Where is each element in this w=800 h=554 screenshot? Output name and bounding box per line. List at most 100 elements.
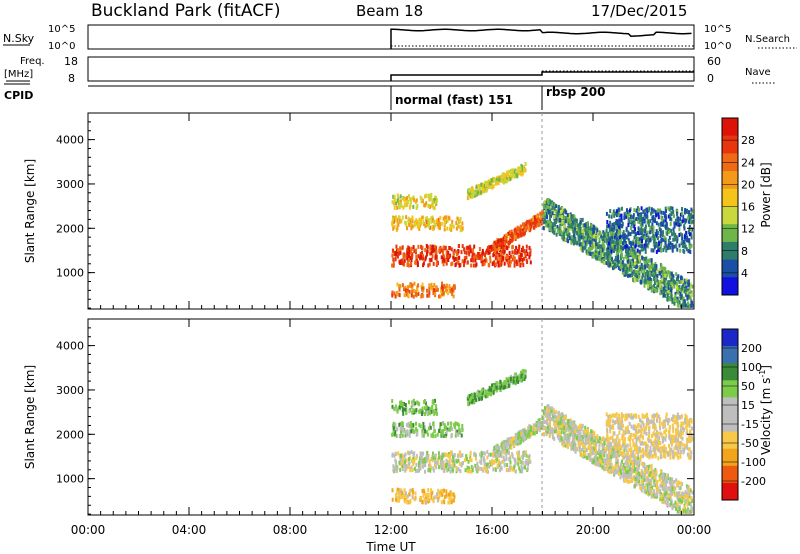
- power-scatter-cell: [648, 237, 651, 242]
- power-scatter-cell: [484, 253, 486, 258]
- velocity-scatter-cell: [398, 460, 401, 465]
- power-scatter-cell: [431, 254, 434, 259]
- velocity-scatter-cell: [425, 454, 428, 459]
- velocity-scatter-cell: [426, 405, 428, 410]
- velocity-scatter-cell: [514, 372, 517, 377]
- power-scatter-cell: [553, 228, 556, 232]
- power-scatter-cell: [666, 297, 669, 302]
- power-scatter-cell: [473, 252, 476, 257]
- power-scatter-cell: [611, 212, 614, 217]
- power-scatter-cell: [617, 207, 620, 212]
- power-scatter-cell: [471, 194, 474, 199]
- power-scatter-cell: [481, 262, 484, 267]
- velocity-scatter-cell: [576, 447, 578, 452]
- velocity-scatter-cell: [426, 450, 429, 455]
- power-scatter-cell: [559, 214, 562, 219]
- velocity-scatter-cell: [537, 425, 540, 430]
- velocity-scatter-cell: [457, 467, 460, 472]
- power-scatter-cell: [593, 225, 596, 230]
- velocity-scatter-cell: [391, 404, 394, 409]
- power-scatter-cell: [457, 249, 460, 254]
- power-scatter-cell: [680, 288, 682, 293]
- power-scatter-cell: [446, 226, 449, 231]
- power-scatter-cell: [632, 220, 635, 225]
- power-scatter-cell: [611, 227, 614, 232]
- power-scatter-cell: [614, 234, 616, 239]
- velocity-scatter-cell: [396, 466, 399, 471]
- power-scatter-cell: [403, 198, 406, 203]
- power-scatter-cell: [620, 240, 622, 244]
- power-scatter-cell: [660, 248, 663, 253]
- power-scatter-cell: [538, 222, 541, 227]
- velocity-scatter-cell: [576, 429, 578, 434]
- power-scatter-cell: [640, 280, 643, 285]
- velocity-scatter-cell: [514, 458, 517, 463]
- velocity-scatter-cell: [503, 440, 506, 445]
- velocity-scatter-cell: [457, 458, 460, 463]
- power-scatter-cell: [507, 231, 510, 236]
- power-scatter-cell: [654, 209, 657, 214]
- velocity-scatter-cell: [532, 426, 535, 431]
- power-colorbar-tick-label: 4: [741, 267, 748, 280]
- velocity-scatter-cell: [525, 429, 528, 434]
- power-scatter-cell: [645, 213, 648, 218]
- power-scatter-cell: [426, 293, 429, 298]
- power-scatter-cell: [586, 231, 589, 236]
- power-scatter-cell: [445, 258, 448, 263]
- power-scatter-cell: [660, 237, 663, 242]
- power-scatter-cell: [391, 293, 394, 298]
- power-scatter-cell: [465, 255, 468, 260]
- power-scatter-cell: [631, 247, 634, 252]
- velocity-scatter-cell: [421, 429, 424, 434]
- power-scatter-cell: [647, 259, 650, 263]
- power-scatter-cell: [629, 268, 632, 273]
- power-scatter-cell: [417, 244, 420, 249]
- power-scatter-cell: [500, 238, 503, 243]
- velocity-scatter-cell: [434, 459, 437, 464]
- velocity-scatter-cell: [421, 455, 423, 460]
- power-scatter-cell: [394, 250, 397, 255]
- velocity-scatter-cell: [397, 451, 400, 456]
- velocity-scatter-cell: [689, 509, 692, 514]
- velocity-scatter-cell: [454, 433, 457, 438]
- power-scatter-cell: [503, 261, 506, 266]
- power-scatter-cell: [394, 294, 397, 299]
- power-scatter-cell: [458, 244, 460, 248]
- velocity-scatter-cell: [691, 499, 693, 504]
- power-scatter-cell: [614, 255, 617, 260]
- power-scatter-cell: [492, 242, 495, 247]
- velocity-scatter-cell: [445, 425, 448, 430]
- power-scatter-cell: [519, 255, 522, 259]
- velocity-scatter-cell: [412, 398, 415, 403]
- velocity-scatter-cell: [431, 455, 434, 460]
- velocity-scatter-cell: [508, 451, 511, 456]
- velocity-scatter-cell: [432, 409, 435, 413]
- power-scatter-cell: [476, 253, 479, 258]
- date-label: 17/Dec/2015: [591, 2, 687, 20]
- power-scatter-cell: [396, 193, 399, 198]
- power-scatter-cell: [501, 241, 503, 246]
- power-scatter-cell: [409, 222, 412, 227]
- power-scatter-cell: [544, 200, 546, 205]
- velocity-scatter-cell: [431, 490, 434, 495]
- velocity-scatter-cell: [626, 462, 629, 467]
- power-scatter-cell: [661, 221, 664, 226]
- power-scatter-cell: [561, 215, 563, 220]
- velocity-scatter-cell: [602, 459, 604, 463]
- power-scatter-cell: [629, 208, 631, 213]
- power-scatter-cell: [434, 254, 437, 259]
- power-scatter-cell: [458, 218, 461, 223]
- velocity-scatter-cell: [433, 495, 436, 500]
- power-scatter-cell: [632, 215, 635, 220]
- velocity-scatter-cell: [502, 445, 505, 450]
- velocity-scatter-cell: [449, 454, 452, 458]
- power-scatter-cell: [648, 265, 651, 270]
- velocity-scatter-cell: [556, 434, 559, 439]
- power-scatter-cell: [659, 228, 662, 233]
- power-scatter-cell: [399, 194, 402, 199]
- power-scatter-cell: [636, 236, 639, 241]
- velocity-scatter-cell: [673, 502, 676, 507]
- power-scatter-cell: [627, 252, 630, 257]
- velocity-scatter-cell: [674, 486, 677, 491]
- power-scatter-cell: [412, 204, 415, 209]
